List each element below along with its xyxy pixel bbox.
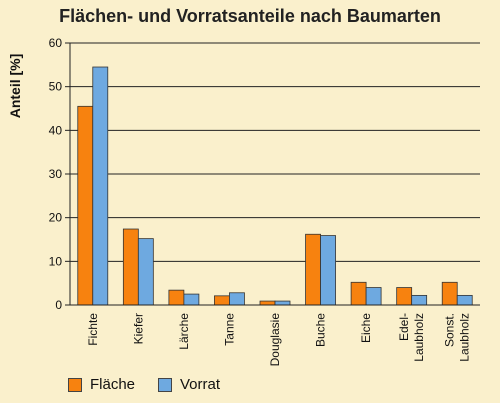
bar-flaeche bbox=[168, 289, 185, 306]
bars bbox=[77, 66, 473, 306]
legend-label-flaeche: Fläche bbox=[90, 376, 136, 393]
x-tick-label: Kiefer bbox=[131, 313, 145, 344]
bar-vorrat bbox=[365, 287, 382, 306]
bar-flaeche bbox=[259, 300, 276, 306]
y-tick-label: 10 bbox=[49, 254, 63, 268]
x-tick-label: Tanne bbox=[222, 313, 236, 346]
chart-title: Flächen- und Vorratsanteile nach Baumart… bbox=[59, 6, 441, 26]
bar-flaeche bbox=[441, 281, 458, 306]
bar-vorrat bbox=[229, 292, 245, 306]
x-tick-label: Laubholz bbox=[458, 313, 472, 362]
gridlines bbox=[70, 42, 480, 262]
legend-item-vorrat: Vorrat bbox=[158, 376, 220, 393]
y-tick-label: 30 bbox=[49, 167, 63, 181]
bar-vorrat bbox=[137, 238, 154, 306]
legend-swatch-flaeche bbox=[68, 377, 82, 392]
x-tick-label: Buche bbox=[314, 313, 328, 347]
bar-vorrat bbox=[183, 293, 200, 306]
y-axis-label: Anteil [%] bbox=[7, 54, 23, 119]
x-tick-labels: Fichte Kiefer Lärche Tanne Douglasie Buche Eic… bbox=[86, 313, 472, 367]
bar-vorrat bbox=[92, 66, 109, 306]
x-tick-label: Sonst. bbox=[443, 313, 457, 347]
y-tick-label: 40 bbox=[49, 123, 63, 137]
bar-vorrat bbox=[320, 235, 336, 306]
x-tick-label: Douglasie bbox=[268, 313, 282, 367]
x-tick-label: Edel- bbox=[397, 313, 411, 341]
bar-flaeche bbox=[305, 233, 321, 306]
legend-label-vorrat: Vorrat bbox=[180, 376, 221, 393]
bar-flaeche bbox=[350, 281, 367, 306]
y-tick-labels: 0 10 20 30 40 50 60 bbox=[49, 36, 70, 312]
bar-vorrat bbox=[411, 294, 428, 306]
bar-flaeche bbox=[122, 228, 139, 306]
legend-item-flaeche: Fläche bbox=[68, 376, 135, 393]
bar-flaeche bbox=[214, 295, 230, 306]
bar-flaeche bbox=[77, 105, 94, 306]
legend-swatch-vorrat bbox=[158, 377, 172, 392]
x-tick-label: Laubholz bbox=[412, 313, 426, 362]
y-tick-label: 20 bbox=[49, 211, 63, 225]
bar-flaeche bbox=[396, 287, 413, 306]
y-tick-label: 0 bbox=[55, 298, 62, 312]
x-tick-label: Eiche bbox=[359, 313, 373, 343]
bar-vorrat bbox=[456, 294, 473, 306]
x-tick-label: Lärche bbox=[177, 313, 191, 350]
bar-vorrat bbox=[274, 300, 291, 306]
x-tick-label: Fichte bbox=[86, 313, 100, 346]
y-tick-label: 50 bbox=[49, 80, 63, 94]
y-tick-label: 60 bbox=[49, 36, 63, 50]
